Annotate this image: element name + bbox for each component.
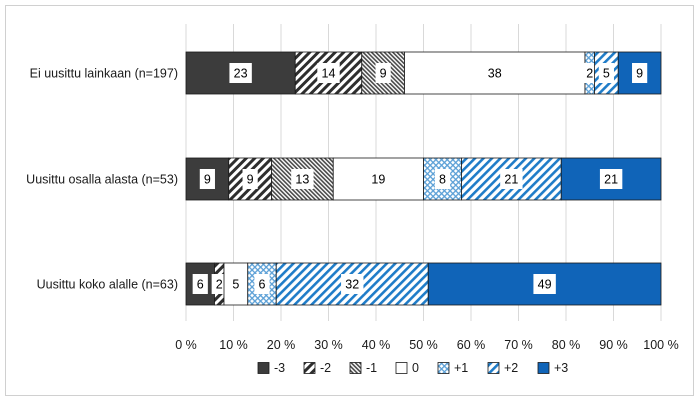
data-label: 9 [247, 173, 254, 187]
data-label-box [254, 274, 270, 294]
data-label: 32 [345, 278, 359, 292]
x-axis-tick-labels: 0 % 10 % 20 % 30 % 40 % 50 % 60 % 70 % 80 % 90 % 1… [175, 338, 679, 352]
legend-label: -1 [366, 361, 377, 375]
category-label: Uusittu osalla alasta (n=53) [26, 173, 178, 187]
data-label: 8 [439, 173, 446, 187]
x-tick-label: 100 % [643, 338, 678, 352]
data-label: 23 [234, 67, 248, 81]
data-label-box [192, 274, 208, 294]
category-labels: Ei uusittu lainkaan (n=197) Uusittu osall… [26, 67, 178, 292]
stacked-bar-chart: 23 14 9 38 2 5 99 9 13 19 8 21 216 2 5 6 32 49 Ei uusittu… [26, 24, 679, 375]
data-label: 38 [488, 67, 502, 81]
x-tick-label: 40 % [362, 338, 391, 352]
legend-label: -3 [274, 361, 285, 375]
data-label-box [434, 169, 451, 189]
data-label-box [211, 274, 227, 294]
data-label-box [367, 169, 390, 189]
legend-label: +2 [504, 361, 518, 375]
category-label: Uusittu koko alalle (n=63) [37, 278, 178, 292]
x-tick-label: 60 % [457, 338, 486, 352]
data-label-box [500, 169, 523, 189]
data-label-box [242, 169, 258, 189]
data-label: 21 [504, 173, 518, 187]
data-label: 14 [322, 67, 336, 81]
legend-swatch [303, 362, 316, 374]
x-tick-label: 70 % [504, 338, 533, 352]
data-label: 9 [636, 67, 643, 81]
bar-segment [185, 262, 215, 306]
legend-swatch [257, 362, 270, 374]
legend-swatch [437, 362, 450, 374]
legend-label: -2 [320, 361, 331, 375]
x-tick-label: 10 % [219, 338, 248, 352]
bars: 23 14 9 38 2 5 99 9 13 19 8 21 216 2 5 6 32 49 [185, 51, 662, 306]
data-label: 6 [197, 278, 204, 292]
legend-swatch [487, 362, 500, 374]
x-tick-label: 90 % [599, 338, 628, 352]
data-label-box [533, 274, 556, 294]
legend-swatch [395, 362, 408, 374]
legend-swatch [349, 362, 362, 374]
chart-frame: 23 14 9 38 2 5 9 9 9 13 19 8 21 21 6 2 5 6 32 49 Ei uusittu… [5, 5, 694, 396]
data-label-box [341, 274, 364, 294]
data-label: 49 [538, 278, 552, 292]
data-label: 19 [371, 173, 385, 187]
category-label: Ei uusittu lainkaan (n=197) [30, 67, 178, 81]
x-tick-label: 30 % [314, 338, 343, 352]
x-tick-label: 0 % [175, 338, 197, 352]
data-label-box [229, 63, 252, 83]
data-label: 6 [259, 278, 266, 292]
legend-label: +1 [454, 361, 468, 375]
data-label-box [199, 169, 215, 189]
legend-label: +3 [554, 361, 568, 375]
data-label-box [317, 63, 340, 83]
data-label: 2 [216, 278, 223, 292]
data-label: 5 [603, 67, 610, 81]
data-label-box [291, 169, 314, 189]
legend-swatch [537, 362, 550, 374]
data-label: 9 [204, 173, 211, 187]
x-tick-label: 50 % [409, 338, 438, 352]
data-label: 13 [295, 173, 309, 187]
data-label-box [375, 63, 391, 83]
x-tick-label: 20 % [267, 338, 296, 352]
data-label-box [582, 63, 598, 83]
data-label-box [599, 169, 623, 189]
data-label: 5 [232, 278, 239, 292]
x-tick-label: 80 % [552, 338, 581, 352]
bar-segment [271, 157, 334, 201]
data-label: 21 [604, 173, 618, 187]
legend: -3 -2 -1 0 +1 +2 +3 [257, 361, 568, 375]
data-label: 9 [380, 67, 387, 81]
legend-label: 0 [412, 361, 419, 375]
data-label-box [632, 63, 648, 83]
data-label: 2 [586, 67, 593, 81]
data-label-box [598, 63, 614, 83]
data-label-box [483, 63, 506, 83]
data-label-box [228, 274, 244, 294]
